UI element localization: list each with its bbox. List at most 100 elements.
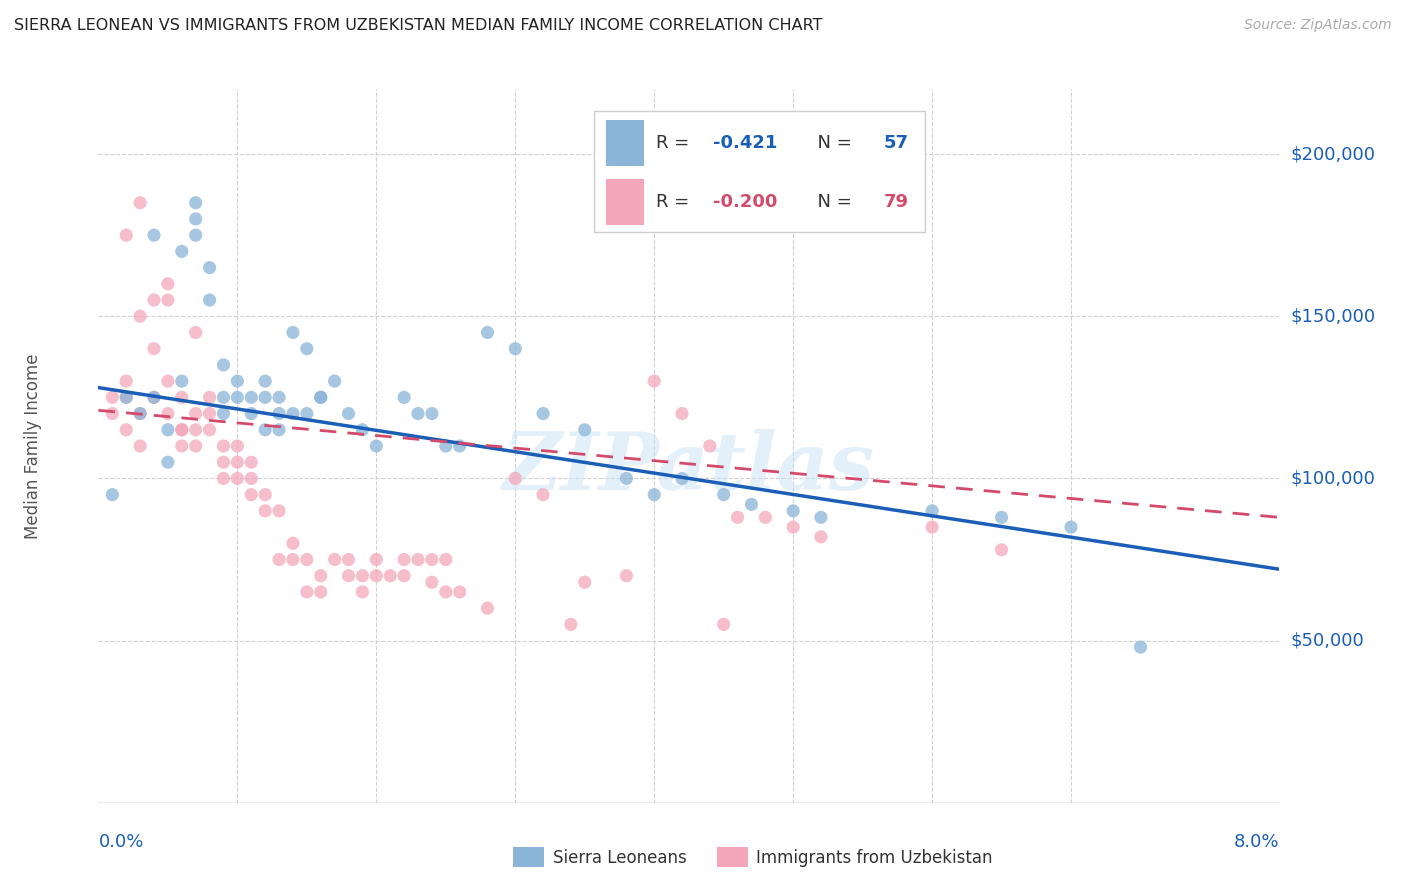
Point [392,552,415,566]
Point [101,407,124,421]
Point [921,504,943,518]
Point [990,510,1012,524]
Point [477,326,499,340]
Point [115,390,138,404]
Point [531,488,554,502]
Point [143,342,166,356]
Point [782,504,804,518]
Point [212,471,235,485]
Point [254,504,277,518]
Text: R =: R = [655,193,695,211]
Point [115,374,138,388]
Point [101,488,124,502]
Point [309,568,332,582]
Point [198,260,221,275]
Point [143,293,166,307]
Point [254,423,277,437]
Text: $50,000: $50,000 [1291,632,1364,649]
Text: 0.0%: 0.0% [98,833,143,851]
Point [366,552,388,566]
Point [184,228,207,243]
Point [267,423,290,437]
Point [295,407,318,421]
Point [198,293,221,307]
Text: N =: N = [806,135,858,153]
Point [449,439,471,453]
Text: 8.0%: 8.0% [1234,833,1279,851]
Point [281,326,304,340]
Point [420,407,443,421]
Point [420,575,443,590]
Point [434,439,457,453]
Point [1060,520,1083,534]
Point [129,195,152,210]
Point [392,390,415,404]
Point [129,407,152,421]
Point [295,552,318,566]
Point [810,510,832,524]
Point [295,585,318,599]
FancyBboxPatch shape [595,111,925,232]
Point [309,585,332,599]
Point [281,407,304,421]
Point [115,228,138,243]
Point [449,585,471,599]
Point [380,568,402,582]
Point [295,342,318,356]
Point [337,407,360,421]
Text: ZIPatlas: ZIPatlas [503,429,875,506]
Point [170,423,193,437]
FancyBboxPatch shape [606,178,644,225]
Text: 79: 79 [884,193,908,211]
Point [143,228,166,243]
Point [366,439,388,453]
Text: 57: 57 [884,135,908,153]
Text: N =: N = [806,193,858,211]
Point [392,568,415,582]
Point [184,423,207,437]
Point [352,585,374,599]
Point [184,195,207,210]
Text: Sierra Leoneans: Sierra Leoneans [553,849,686,867]
Point [337,552,360,566]
Point [754,510,776,524]
Point [699,439,721,453]
Point [560,617,582,632]
Point [156,374,179,388]
Point [226,374,249,388]
Text: $100,000: $100,000 [1291,469,1375,487]
Point [212,455,235,469]
Point [309,390,332,404]
Point [531,407,554,421]
Point [184,439,207,453]
Point [420,552,443,566]
Point [921,520,943,534]
Point [198,390,221,404]
Point [226,390,249,404]
Point [143,390,166,404]
Point [184,326,207,340]
Point [212,358,235,372]
Point [226,455,249,469]
Point [323,374,346,388]
Point [254,390,277,404]
Point [281,552,304,566]
Point [129,407,152,421]
Point [352,568,374,582]
Point [616,568,638,582]
Point [267,552,290,566]
Point [212,390,235,404]
Point [198,407,221,421]
Point [143,390,166,404]
Point [337,568,360,582]
Point [713,488,735,502]
Point [184,407,207,421]
Point [643,374,665,388]
Text: $200,000: $200,000 [1291,145,1375,163]
Point [406,552,429,566]
Point [434,552,457,566]
Point [713,617,735,632]
Point [156,407,179,421]
Point [477,601,499,615]
Text: R =: R = [655,135,695,153]
